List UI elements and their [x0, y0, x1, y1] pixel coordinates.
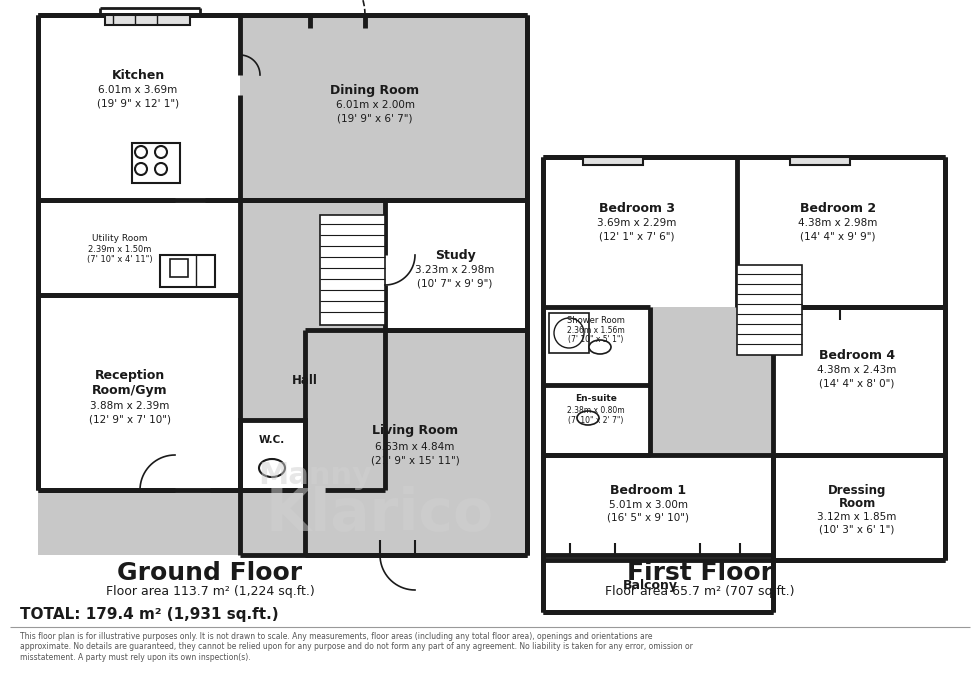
Text: This floor plan is for illustrative purposes only. It is not drawn to scale. Any: This floor plan is for illustrative purp… — [20, 632, 693, 662]
Text: 2.39m x 1.50m: 2.39m x 1.50m — [88, 245, 152, 253]
Bar — [737, 265, 802, 355]
Text: 3.69m x 2.29m: 3.69m x 2.29m — [598, 218, 676, 228]
Bar — [240, 420, 305, 490]
Bar — [170, 259, 188, 277]
Text: (7' 10" x 4' 11"): (7' 10" x 4' 11") — [87, 255, 153, 264]
Text: Dining Room: Dining Room — [330, 84, 419, 97]
Text: (12' 1" x 7' 6"): (12' 1" x 7' 6") — [599, 231, 675, 241]
Bar — [543, 455, 773, 555]
Text: Bedroom 1: Bedroom 1 — [610, 484, 686, 497]
Text: 3.12m x 1.85m: 3.12m x 1.85m — [817, 512, 897, 522]
Text: (10' 3" x 6' 1"): (10' 3" x 6' 1") — [819, 525, 895, 535]
Text: 4.38m x 2.98m: 4.38m x 2.98m — [799, 218, 878, 228]
Text: W.C.: W.C. — [259, 435, 285, 445]
Text: 6.01m x 3.69m: 6.01m x 3.69m — [98, 85, 177, 95]
Text: En-suite: En-suite — [575, 393, 617, 403]
Text: (7' 10" x 5' 1"): (7' 10" x 5' 1") — [568, 334, 623, 343]
Bar — [773, 307, 945, 455]
Bar — [543, 157, 737, 307]
Text: Bedroom 3: Bedroom 3 — [599, 201, 675, 214]
Bar — [160, 255, 215, 287]
Text: 2.38m x 0.80m: 2.38m x 0.80m — [567, 406, 625, 414]
Bar — [549, 313, 589, 353]
Text: Ground Floor: Ground Floor — [118, 561, 303, 585]
Text: Hall: Hall — [292, 373, 318, 386]
Bar — [240, 200, 527, 555]
Bar — [38, 15, 240, 200]
Bar — [240, 200, 527, 330]
Text: (12' 9" x 7' 10"): (12' 9" x 7' 10") — [89, 414, 171, 424]
Text: Klarico: Klarico — [266, 486, 494, 543]
Text: 3.23m x 2.98m: 3.23m x 2.98m — [416, 265, 495, 275]
Text: 6.01m x 2.00m: 6.01m x 2.00m — [335, 100, 415, 110]
Text: TOTAL: 179.4 m² (1,931 sq.ft.): TOTAL: 179.4 m² (1,931 sq.ft.) — [20, 608, 278, 623]
Text: Dressing: Dressing — [828, 484, 886, 497]
Bar — [583, 157, 643, 165]
Bar — [105, 15, 190, 25]
Text: (14' 4" x 8' 0"): (14' 4" x 8' 0") — [819, 378, 895, 388]
Bar — [38, 295, 240, 490]
Bar — [38, 200, 527, 555]
Text: Floor area 113.7 m² (1,224 sq.ft.): Floor area 113.7 m² (1,224 sq.ft.) — [106, 584, 315, 597]
Text: Kitchen: Kitchen — [112, 68, 165, 82]
Text: Utility Room: Utility Room — [92, 234, 148, 242]
Text: Room: Room — [838, 497, 875, 510]
Bar — [38, 200, 240, 295]
Bar — [38, 15, 527, 200]
Text: 2.36m x 1.56m: 2.36m x 1.56m — [567, 325, 625, 334]
Text: Shower Room: Shower Room — [567, 316, 625, 325]
Text: (14' 4" x 9' 9"): (14' 4" x 9' 9") — [801, 231, 876, 241]
Text: Bedroom 4: Bedroom 4 — [819, 349, 895, 362]
Text: 3.88m x 2.39m: 3.88m x 2.39m — [90, 401, 170, 411]
Text: (7' 10" x 2' 7"): (7' 10" x 2' 7") — [568, 416, 623, 425]
Text: Living Room: Living Room — [372, 423, 458, 436]
Text: 4.38m x 2.43m: 4.38m x 2.43m — [817, 365, 897, 375]
Text: Study: Study — [434, 249, 475, 262]
Text: Balcony: Balcony — [622, 579, 677, 592]
Text: Bedroom 2: Bedroom 2 — [800, 201, 876, 214]
Text: (16' 5" x 9' 10"): (16' 5" x 9' 10") — [607, 513, 689, 523]
Bar — [38, 200, 527, 555]
Text: (19' 9" x 6' 7"): (19' 9" x 6' 7") — [337, 113, 413, 123]
Bar — [543, 157, 945, 560]
Text: (10' 7" x 9' 9"): (10' 7" x 9' 9") — [417, 278, 493, 288]
Text: (21' 9" x 15' 11"): (21' 9" x 15' 11") — [370, 455, 460, 465]
Ellipse shape — [259, 459, 285, 477]
Bar — [320, 215, 385, 325]
Bar — [38, 15, 527, 555]
Text: Room/Gym: Room/Gym — [92, 384, 168, 397]
Text: Reception: Reception — [95, 369, 165, 382]
Text: Floor area 65.7 m² (707 sq.ft.): Floor area 65.7 m² (707 sq.ft.) — [606, 584, 795, 597]
Bar — [132, 143, 180, 183]
Text: 6.63m x 4.84m: 6.63m x 4.84m — [375, 442, 455, 452]
Ellipse shape — [577, 411, 599, 425]
Text: Manny: Manny — [258, 460, 372, 490]
Bar — [543, 307, 650, 385]
Ellipse shape — [589, 340, 611, 354]
Bar — [737, 157, 945, 307]
Bar — [385, 200, 527, 330]
Text: 5.01m x 3.00m: 5.01m x 3.00m — [609, 500, 688, 510]
Bar — [790, 157, 850, 165]
Bar — [543, 385, 650, 455]
Bar — [773, 455, 945, 560]
Text: First Floor: First Floor — [627, 561, 773, 585]
Text: (19' 9" x 12' 1"): (19' 9" x 12' 1") — [97, 98, 179, 108]
